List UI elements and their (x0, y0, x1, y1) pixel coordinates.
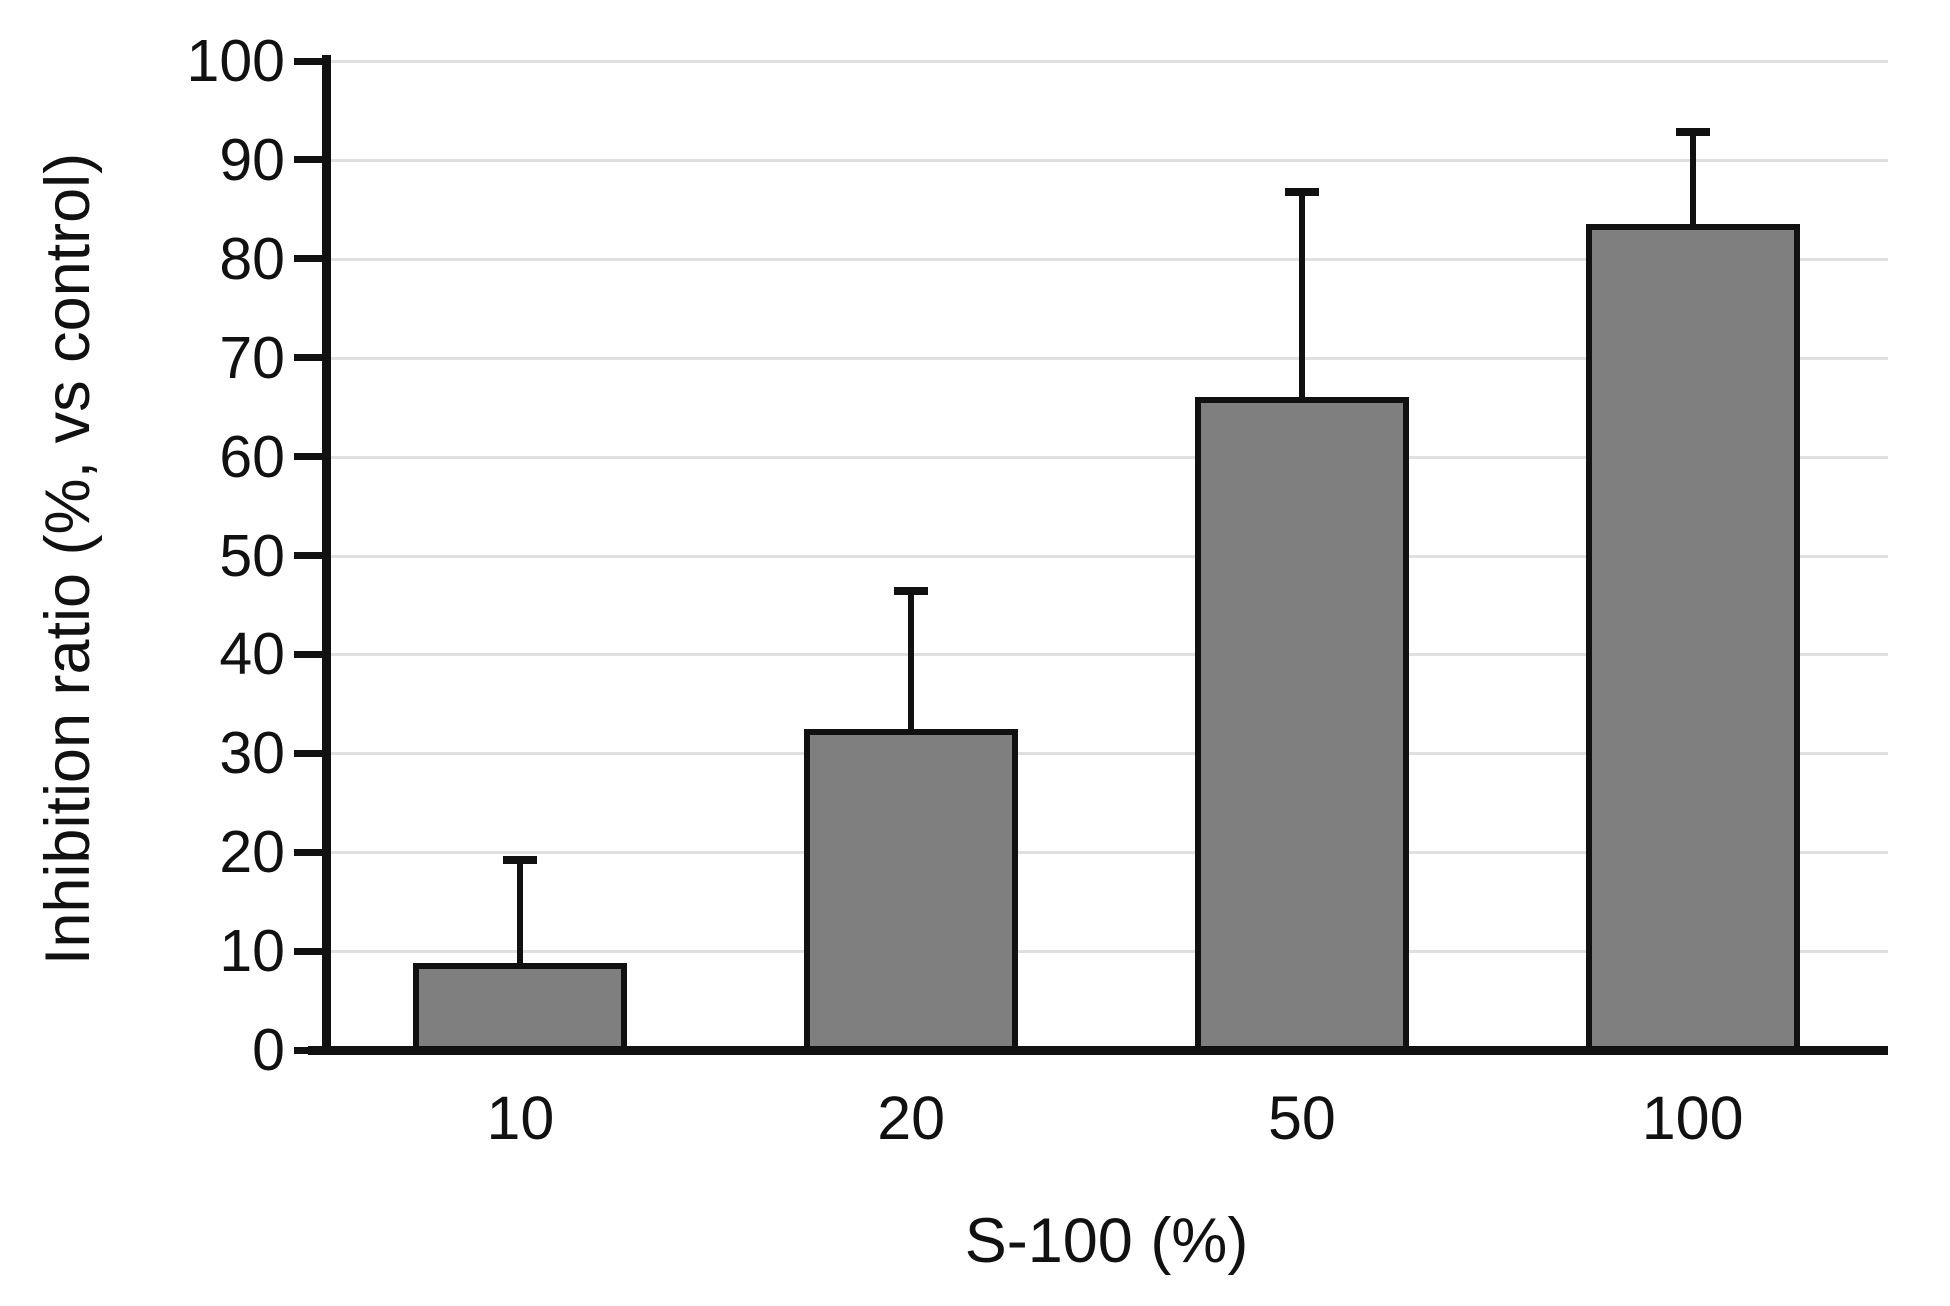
y-tick-mark (294, 57, 324, 65)
plot-area (325, 60, 1888, 1050)
y-axis-line (322, 55, 331, 1054)
y-tick-label: 50 (219, 522, 285, 589)
y-tick-mark (294, 453, 324, 461)
y-tick-mark (294, 947, 324, 955)
gridline (325, 60, 1888, 63)
y-tick-mark (294, 255, 324, 263)
y-tick-mark (294, 354, 324, 362)
y-tick-label: 100 (186, 28, 285, 94)
error-bar (1298, 189, 1305, 401)
x-tick-label: 20 (877, 1084, 946, 1152)
y-tick-label: 90 (219, 126, 285, 193)
gridline (325, 455, 1888, 459)
y-tick-mark (294, 552, 324, 559)
y-tick-label: 30 (219, 720, 285, 787)
error-bar-cap (1284, 187, 1319, 196)
bar-50 (1194, 397, 1409, 1050)
gridline (325, 851, 1888, 855)
error-bar-cap (503, 856, 538, 865)
gridline (325, 158, 1888, 162)
y-tick-label: 70 (219, 324, 285, 391)
y-tick-label: 40 (219, 621, 285, 688)
y-tick-label: 20 (219, 819, 285, 886)
error-bar (1689, 130, 1696, 228)
y-tick-label: 10 (219, 918, 285, 985)
bar-10 (413, 962, 628, 1050)
gridline (325, 257, 1888, 261)
gridline (325, 752, 1888, 756)
y-tick-label: 60 (219, 423, 285, 490)
gridline (325, 950, 1888, 954)
y-tick-mark (294, 650, 324, 658)
gridline (325, 356, 1888, 360)
error-bar-cap (894, 587, 929, 596)
y-tick-mark (294, 749, 324, 757)
x-tick-label: 100 (1641, 1084, 1744, 1152)
gridline (325, 554, 1888, 558)
error-bar-cap (1675, 128, 1710, 137)
y-tick-label: 0 (252, 1017, 285, 1083)
y-tick-mark (294, 848, 324, 856)
x-axis-line (308, 1046, 1888, 1055)
error-bar (908, 589, 915, 732)
bar-100 (1585, 224, 1800, 1050)
x-axis-title: S-100 (%) (964, 1206, 1249, 1276)
bar-20 (804, 728, 1019, 1050)
error-bar (517, 858, 524, 966)
x-tick-label: 50 (1267, 1084, 1336, 1152)
y-tick-label: 80 (219, 225, 285, 292)
y-axis-title: Inhibition ratio (%, vs control) (33, 152, 103, 966)
gridline (325, 653, 1888, 657)
x-tick-label: 10 (486, 1084, 555, 1152)
y-tick-mark (294, 156, 324, 164)
y-tick-mark (294, 1046, 324, 1054)
